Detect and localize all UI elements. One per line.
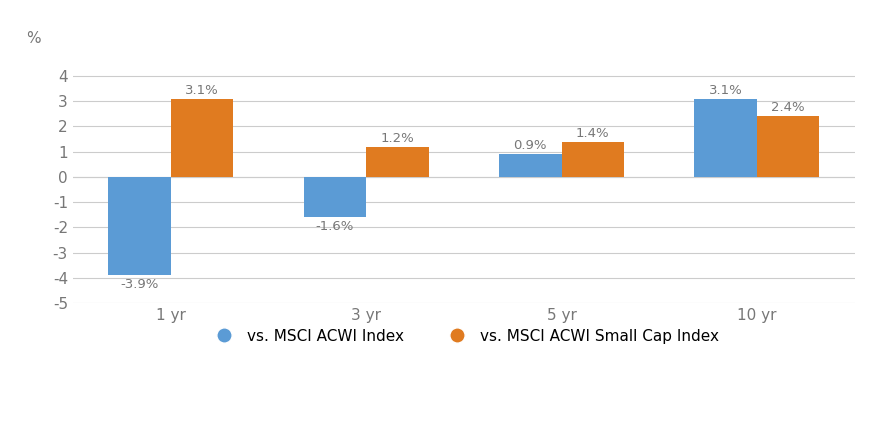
Bar xyxy=(366,147,428,177)
Bar xyxy=(303,177,366,217)
Text: 1.4%: 1.4% xyxy=(575,127,609,140)
Text: 3.1%: 3.1% xyxy=(708,84,742,97)
Bar xyxy=(499,154,561,177)
Text: 0.9%: 0.9% xyxy=(513,139,547,152)
Text: 1.2%: 1.2% xyxy=(381,132,414,144)
Bar xyxy=(693,99,756,177)
Text: 2.4%: 2.4% xyxy=(771,102,804,114)
Bar xyxy=(561,142,623,177)
Text: -3.9%: -3.9% xyxy=(120,278,159,291)
Legend: vs. MSCI ACWI Index, vs. MSCI ACWI Small Cap Index: vs. MSCI ACWI Index, vs. MSCI ACWI Small… xyxy=(202,323,725,350)
Text: %: % xyxy=(26,31,41,46)
Bar xyxy=(756,116,819,177)
Bar xyxy=(109,177,170,275)
Bar xyxy=(170,99,233,177)
Text: -1.6%: -1.6% xyxy=(315,220,354,233)
Text: 3.1%: 3.1% xyxy=(185,84,219,97)
